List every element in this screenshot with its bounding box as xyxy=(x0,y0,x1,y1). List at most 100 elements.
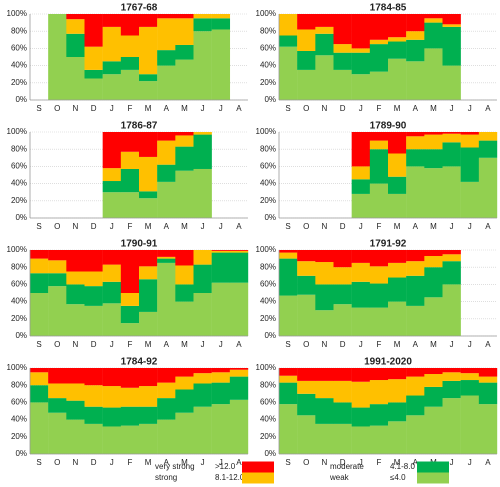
y-tick-label: 40% xyxy=(260,415,276,424)
bar-segment xyxy=(102,264,122,282)
y-tick-label: 60% xyxy=(11,398,27,407)
bar-segment xyxy=(279,258,298,296)
bar-segment xyxy=(102,14,122,27)
y-tick-label: 40% xyxy=(11,61,27,70)
bar-segment xyxy=(388,37,407,42)
bar-segment xyxy=(193,31,212,101)
x-tick-label: F xyxy=(376,458,381,467)
y-tick-label: 0% xyxy=(15,213,27,222)
x-tick-label: O xyxy=(303,458,309,467)
bar-segment xyxy=(406,61,425,100)
bar-segment xyxy=(424,18,443,23)
bar-segment xyxy=(48,383,67,399)
x-tick-label: J xyxy=(110,340,114,349)
bar-segment xyxy=(229,376,249,400)
x-tick-label: D xyxy=(91,340,97,349)
bar-segment xyxy=(460,373,480,381)
bar-segment xyxy=(424,134,443,150)
x-tick-label: N xyxy=(73,222,79,231)
bar-segment xyxy=(442,398,461,454)
bar-segment xyxy=(369,368,389,381)
bar-segment xyxy=(333,267,352,285)
x-tick-label: A xyxy=(485,104,491,113)
bar-segment xyxy=(388,262,407,278)
x-tick-label: A xyxy=(413,458,419,467)
bar-segment xyxy=(351,14,371,49)
bar-segment xyxy=(66,57,85,100)
bar-segment xyxy=(424,14,443,19)
bar-segment xyxy=(48,250,67,261)
bar-segment xyxy=(193,168,212,218)
bar-segment xyxy=(30,258,49,274)
bar-segment xyxy=(478,132,498,141)
bar-segment xyxy=(424,168,443,218)
bar-segment xyxy=(48,14,67,100)
bar-segment xyxy=(193,250,212,265)
x-tick-label: O xyxy=(303,340,309,349)
bar-segment xyxy=(424,256,443,268)
y-tick-label: 0% xyxy=(264,331,276,340)
bar-segment xyxy=(315,33,334,56)
bar-segment xyxy=(84,368,103,386)
y-tick-label: 80% xyxy=(11,26,27,35)
bar-segment xyxy=(102,407,122,427)
bar-segment xyxy=(406,132,425,137)
legend-swatch xyxy=(242,472,274,484)
bar-segment xyxy=(388,379,407,403)
bar-segment xyxy=(120,387,140,407)
x-tick-label: S xyxy=(285,104,290,113)
bar-segment xyxy=(175,146,194,171)
x-tick-label: J xyxy=(201,458,205,467)
bar-segment xyxy=(315,380,334,399)
y-tick-label: 60% xyxy=(260,398,276,407)
y-tick-label: 40% xyxy=(260,297,276,306)
bar-segment xyxy=(175,376,194,390)
bar-segment xyxy=(279,35,298,47)
bar-segment xyxy=(351,381,371,408)
bar-segment xyxy=(193,132,212,135)
bar-segment xyxy=(460,147,480,182)
bar-segment xyxy=(442,372,461,381)
bar-segment xyxy=(139,368,158,387)
bar-segment xyxy=(48,398,67,413)
bar-segment xyxy=(369,380,389,405)
x-tick-label: M xyxy=(394,458,401,467)
bar-segment xyxy=(175,301,194,336)
y-tick-label: 20% xyxy=(11,196,27,205)
x-tick-label: O xyxy=(54,340,60,349)
legend-swatch xyxy=(417,472,449,484)
y-tick-label: 100% xyxy=(7,9,27,18)
x-tick-label: J xyxy=(201,222,205,231)
bar-segment xyxy=(102,426,122,454)
y-tick-label: 20% xyxy=(11,314,27,323)
x-tick-label: J xyxy=(110,104,114,113)
bar-segment xyxy=(406,368,425,377)
bar-segment xyxy=(48,260,67,274)
bar-segment xyxy=(84,385,103,407)
x-tick-label: J xyxy=(359,340,363,349)
x-tick-label: S xyxy=(36,458,41,467)
bar-segment xyxy=(478,140,498,158)
x-tick-label: O xyxy=(54,222,60,231)
x-tick-label: M xyxy=(145,222,152,231)
bar-segment xyxy=(229,250,249,253)
bar-segment xyxy=(66,284,85,305)
bar-segment xyxy=(157,50,176,66)
x-tick-label: D xyxy=(91,458,97,467)
x-tick-label: A xyxy=(236,340,242,349)
bar-segment xyxy=(297,69,316,100)
bar-segment xyxy=(478,368,498,377)
bar-segment xyxy=(175,132,194,136)
y-tick-label: 100% xyxy=(7,363,27,372)
y-tick-label: 20% xyxy=(11,78,27,87)
bar-segment xyxy=(48,286,67,336)
bar-segment xyxy=(211,18,231,30)
y-tick-label: 80% xyxy=(260,262,276,271)
bar-segment xyxy=(120,250,140,293)
bar-segment xyxy=(460,395,480,454)
x-tick-label: J xyxy=(359,458,363,467)
bar-segment xyxy=(388,250,407,263)
bar-segment xyxy=(30,402,49,454)
bar-segment xyxy=(388,421,407,454)
bar-segment xyxy=(157,132,176,141)
